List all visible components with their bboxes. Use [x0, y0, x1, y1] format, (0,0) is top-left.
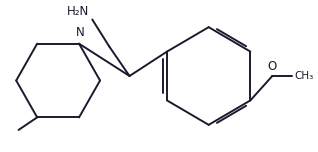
Text: CH₃: CH₃ — [295, 71, 314, 81]
Text: H₂N: H₂N — [67, 5, 89, 18]
Text: N: N — [76, 26, 85, 39]
Text: O: O — [268, 60, 277, 73]
